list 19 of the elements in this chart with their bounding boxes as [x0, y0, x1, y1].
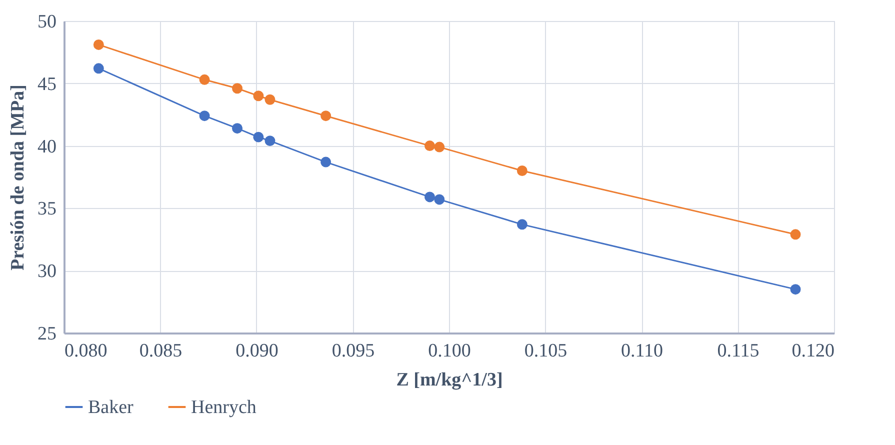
y-tick-label: 25: [38, 324, 56, 344]
x-tick-label: 0.110: [620, 340, 664, 362]
x-tick-label: 0.085: [139, 340, 182, 362]
legend-label: Henrych: [191, 397, 257, 418]
x-tick-label: 0.090: [236, 340, 278, 362]
y-tick-label: 30: [38, 261, 56, 282]
y-tick-label: 40: [38, 136, 56, 158]
x-tick-label: 0.105: [524, 340, 568, 362]
x-tick-label: 0.080: [64, 340, 108, 362]
y-tick-label: 35: [38, 198, 56, 220]
x-tick-label: 0.115: [717, 340, 760, 362]
y-tick-label: 50: [38, 12, 56, 32]
x-tick-label: 0.120: [792, 340, 834, 362]
y-tick-label: 45: [38, 74, 56, 95]
x-axis-title: Z [m/kg^1/3]: [396, 370, 503, 390]
y-axis-title: Presión de onda [MPa]: [8, 84, 28, 270]
x-tick-label: 0.100: [428, 340, 471, 362]
legend-label: Baker: [88, 397, 134, 418]
x-tick-label: 0.095: [332, 340, 375, 362]
